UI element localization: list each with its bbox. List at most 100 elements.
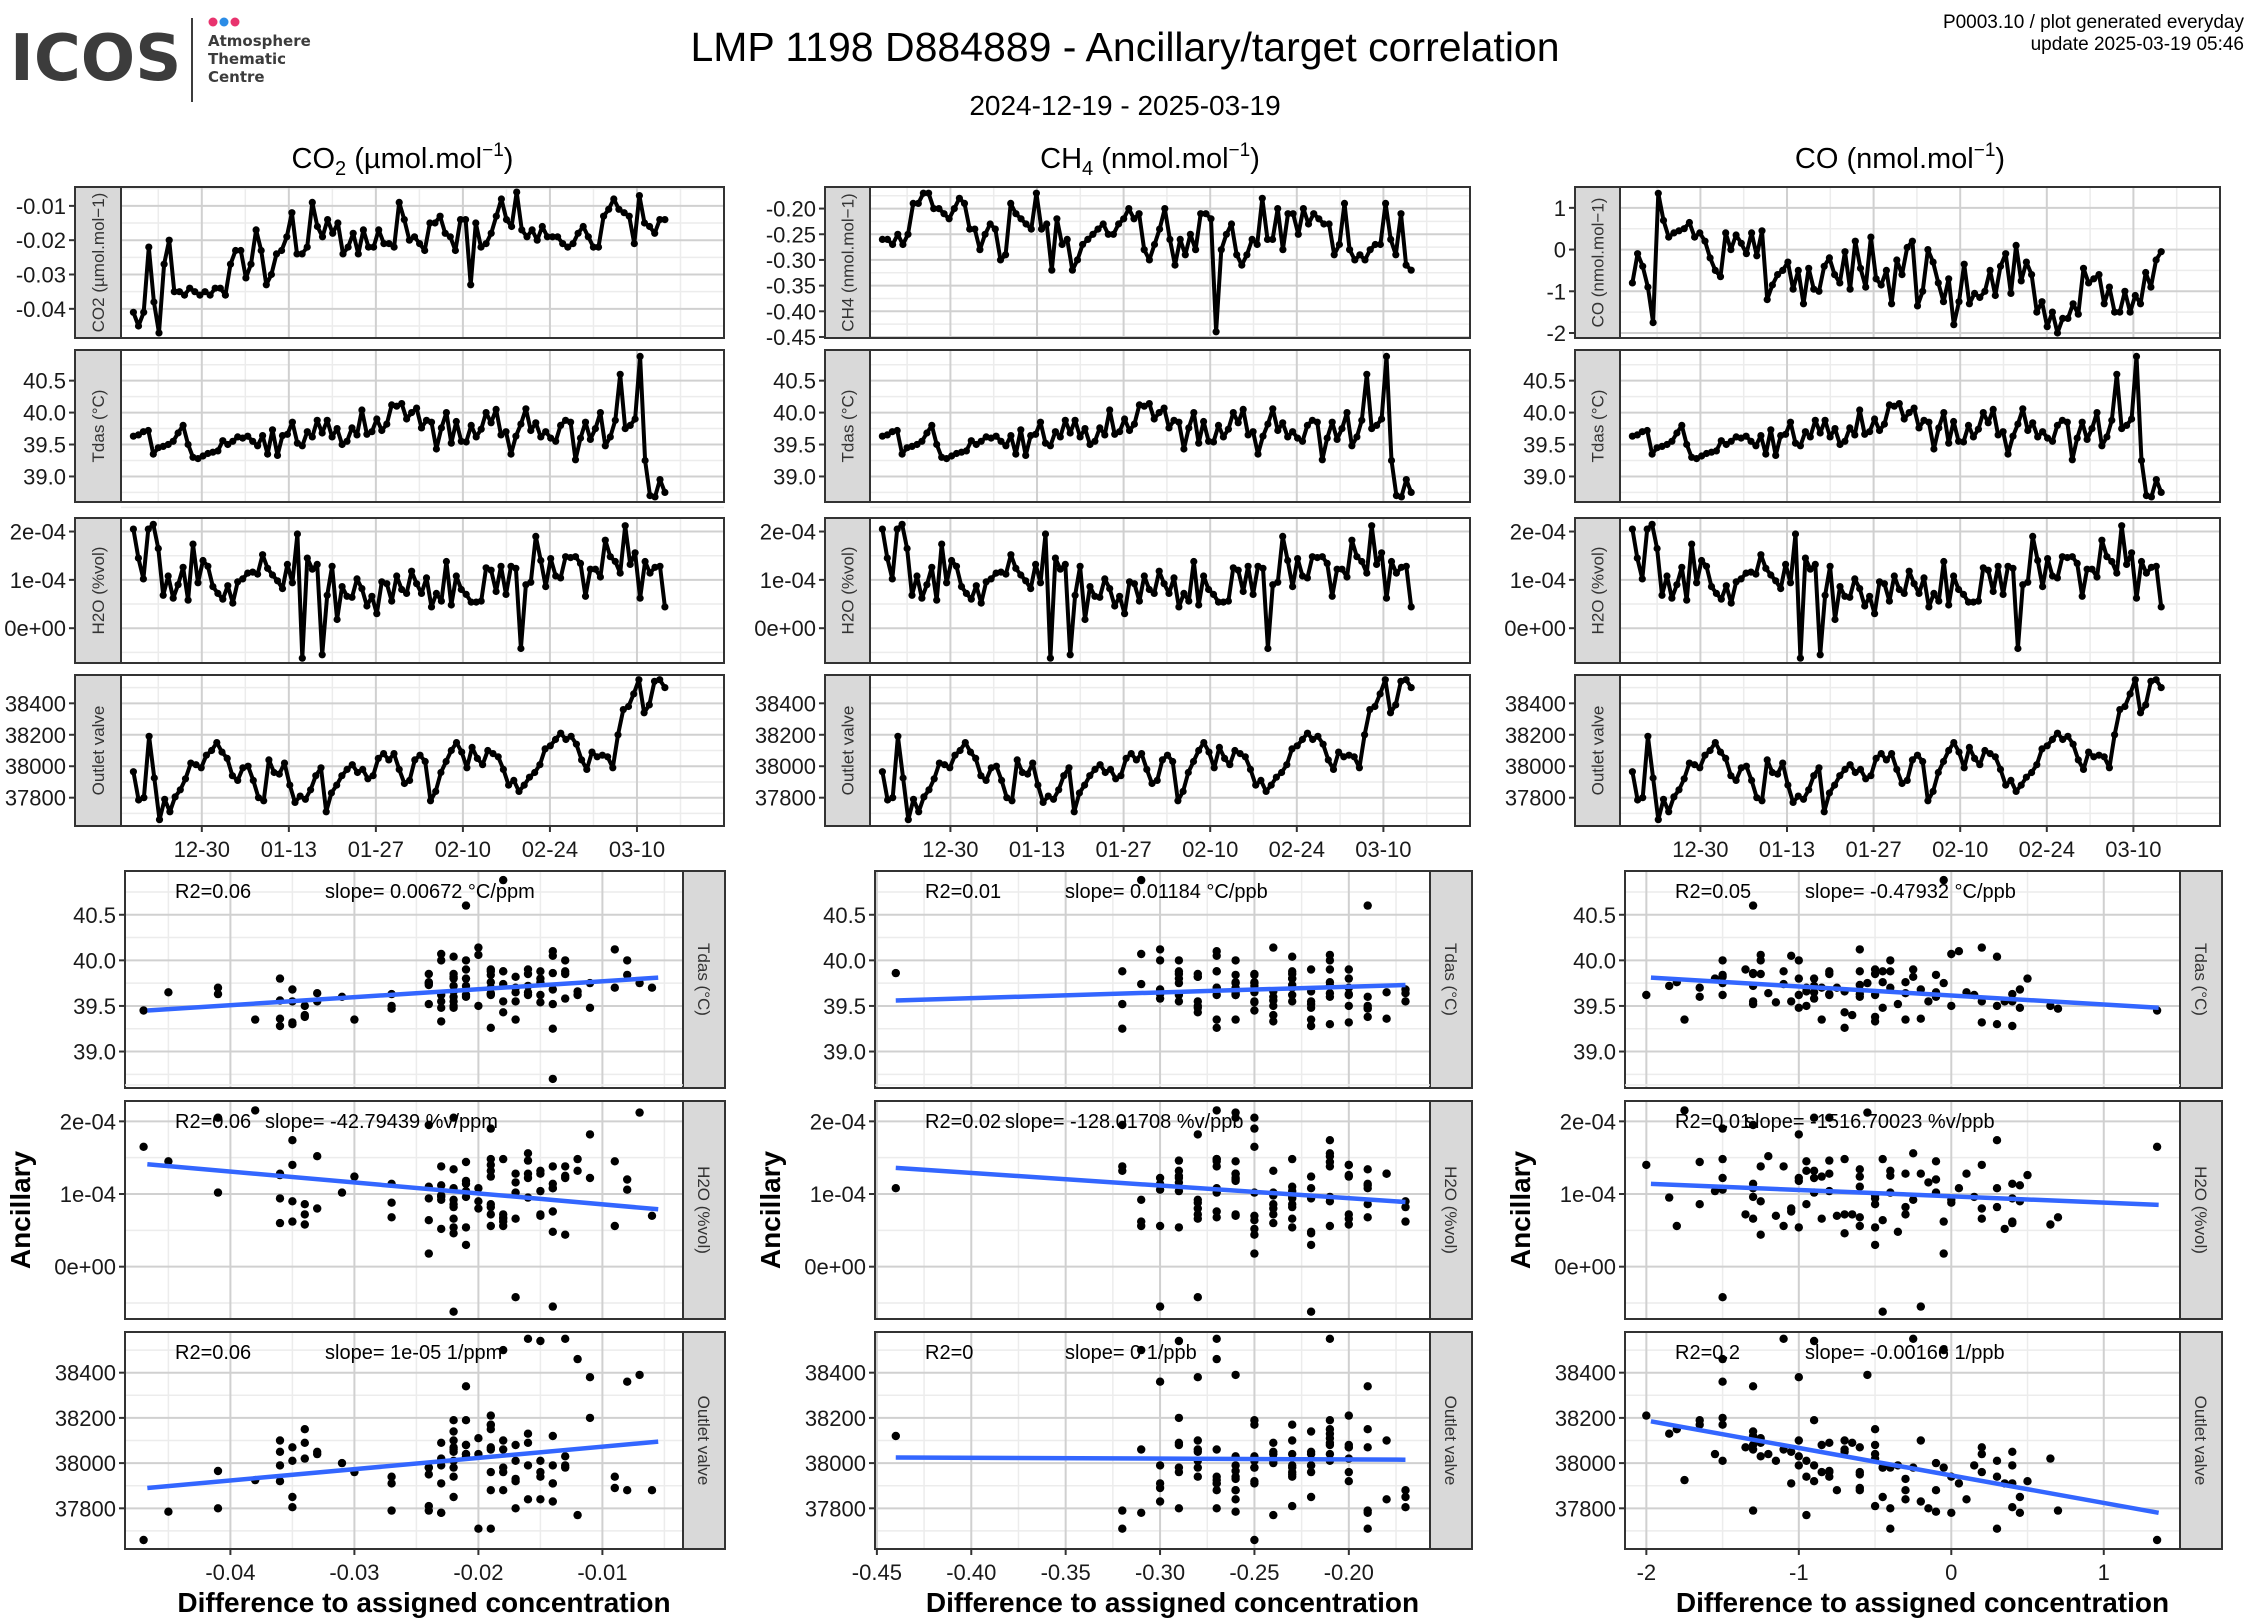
- r2-annotation: R2=0.01: [925, 881, 1001, 903]
- series-point: [2073, 559, 2081, 568]
- series-point: [531, 768, 539, 777]
- series-point: [1249, 428, 1257, 436]
- series-point: [2128, 415, 2136, 423]
- series-point: [1210, 764, 1218, 772]
- scatter-point: [1306, 1467, 1316, 1477]
- scatter-point: [1250, 1463, 1259, 1472]
- series-point: [1106, 585, 1114, 593]
- scatter-point: [1231, 1157, 1240, 1166]
- series-point: [2105, 764, 2113, 772]
- scatter-point: [1901, 1015, 1910, 1024]
- series-point: [259, 432, 267, 440]
- series-point: [878, 235, 887, 243]
- series-point: [1752, 570, 1760, 578]
- facet-strip: [682, 1331, 726, 1550]
- series-point: [264, 564, 272, 572]
- logo-dot: [230, 17, 240, 27]
- series-point: [1799, 795, 1808, 803]
- scatter-point: [300, 1210, 309, 1219]
- series-point: [955, 194, 964, 202]
- series-point: [1096, 761, 1104, 769]
- series-point: [313, 416, 321, 424]
- series-point: [343, 437, 351, 445]
- y-tick-label: -0.01: [16, 194, 66, 219]
- series-point: [317, 764, 325, 772]
- facet-strip: [1429, 1100, 1473, 1320]
- series-point: [1762, 450, 1770, 458]
- facet-strip-label: H2O (%vol): [839, 547, 858, 635]
- scatter-point: [1212, 1162, 1221, 1171]
- scatter-point: [1825, 1113, 1834, 1122]
- series-point: [1353, 433, 1361, 441]
- series-point: [268, 571, 277, 579]
- y-tick-label: 2e-04: [760, 520, 816, 545]
- series-point: [170, 288, 178, 296]
- series-point: [353, 768, 362, 777]
- regression-line: [147, 975, 659, 1013]
- scatter-point: [1748, 1506, 1758, 1515]
- scatter-point: [1787, 1447, 1796, 1457]
- series-point: [646, 569, 654, 577]
- series-point: [1174, 797, 1182, 805]
- series-point: [2137, 456, 2146, 465]
- scatter-point: [499, 1154, 508, 1164]
- series-point: [437, 424, 445, 432]
- scatter-point: [585, 1373, 595, 1382]
- series-point: [2078, 592, 2086, 600]
- series-point: [2033, 308, 2041, 316]
- series-point: [218, 748, 226, 756]
- y-tick-label: -2: [1546, 321, 1566, 346]
- scatter-point: [1231, 990, 1240, 1000]
- series-point: [1910, 580, 1918, 588]
- scatter-point: [1817, 1440, 1826, 1450]
- series-point: [1231, 746, 1239, 755]
- scatter-point: [437, 1479, 446, 1488]
- series-point: [1950, 739, 1958, 747]
- series-point: [1717, 595, 1725, 603]
- scatter-point: [1809, 1166, 1819, 1176]
- chart-subtitle: 2024-12-19 - 2025-03-19: [969, 90, 1281, 121]
- series-point: [1348, 536, 1356, 544]
- regression-line: [895, 1165, 1406, 1205]
- series-point: [1816, 651, 1824, 659]
- y-tick-label: 40.0: [73, 948, 116, 973]
- r2-annotation: R2=0.05: [1675, 881, 1751, 903]
- scatter-point: [300, 1220, 309, 1229]
- series-point: [1673, 581, 1681, 589]
- series-point: [1991, 753, 1999, 761]
- series-point: [1919, 757, 1927, 766]
- series-point: [323, 416, 331, 424]
- series-point: [1402, 476, 1410, 484]
- series-point: [2048, 735, 2056, 744]
- scatter-point: [1137, 979, 1146, 989]
- series-point: [339, 250, 347, 258]
- series-point: [1659, 216, 1668, 224]
- series-point: [2095, 271, 2103, 279]
- series-point: [1748, 776, 1756, 785]
- series-point: [234, 776, 242, 785]
- y-tick-label: 39.5: [73, 994, 116, 1019]
- series-point: [2022, 773, 2030, 781]
- scatter-point: [1825, 969, 1834, 979]
- series-point: [1269, 405, 1277, 413]
- series-point: [576, 559, 585, 568]
- series-point: [2034, 556, 2042, 565]
- series-point: [223, 754, 231, 763]
- scatter-point: [1193, 1436, 1203, 1445]
- series-point: [1757, 432, 1765, 440]
- scatter-point: [1231, 1169, 1240, 1178]
- series-point: [2113, 569, 2121, 577]
- scatter-point: [1231, 1108, 1240, 1117]
- series-point: [2012, 787, 2020, 796]
- series-point: [364, 243, 373, 251]
- scatter-point: [1802, 1510, 1811, 1520]
- series-point: [2048, 437, 2057, 445]
- series-point: [1325, 220, 1333, 228]
- series-point: [1002, 570, 1010, 578]
- series-point: [1387, 235, 1395, 243]
- series-point: [533, 236, 541, 244]
- series-point: [1378, 415, 1386, 423]
- scatter-point: [213, 1466, 223, 1476]
- series-point: [1101, 575, 1109, 583]
- series-point: [1706, 746, 1714, 755]
